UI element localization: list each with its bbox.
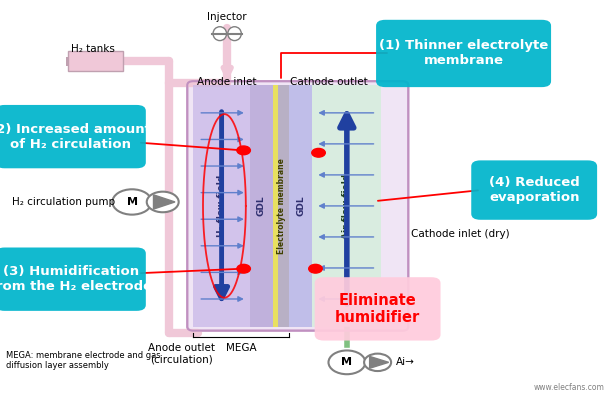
Polygon shape [370, 356, 389, 368]
FancyBboxPatch shape [0, 248, 146, 311]
Text: Anode inlet: Anode inlet [198, 77, 257, 87]
Text: Cathode outlet: Cathode outlet [290, 77, 367, 87]
Bar [289, 85, 313, 327]
Text: MEGA: MEGA [226, 343, 257, 352]
Circle shape [312, 148, 325, 157]
Text: Air flow field: Air flow field [343, 173, 351, 238]
Bar [66, 57, 69, 66]
Text: Eliminate
humidifier: Eliminate humidifier [335, 293, 420, 325]
Text: (4) Reduced
evaporation: (4) Reduced evaporation [489, 176, 580, 204]
Text: MEGA: membrane electrode and gas
diffusion layer assembly: MEGA: membrane electrode and gas diffusi… [6, 351, 161, 370]
Circle shape [237, 146, 251, 155]
Bar [278, 85, 289, 327]
Ellipse shape [213, 27, 227, 40]
FancyBboxPatch shape [376, 20, 551, 87]
Circle shape [328, 350, 365, 374]
Circle shape [364, 354, 391, 371]
Text: H₂ tanks: H₂ tanks [71, 44, 114, 55]
Text: GDL: GDL [257, 196, 266, 216]
Text: M: M [126, 197, 138, 207]
Circle shape [147, 192, 179, 212]
Polygon shape [154, 195, 175, 209]
Text: GDL: GDL [297, 196, 305, 216]
Text: (3) Humidification
from the H₂ electrode: (3) Humidification from the H₂ electrode [0, 265, 152, 293]
Circle shape [309, 265, 322, 273]
FancyBboxPatch shape [314, 277, 440, 341]
Text: Cathode inlet (dry): Cathode inlet (dry) [411, 228, 510, 239]
Text: Injector: Injector [208, 12, 247, 22]
Ellipse shape [228, 27, 241, 40]
Bar [68, 51, 123, 71]
Text: (2) Increased amount
of H₂ circulation: (2) Increased amount of H₂ circulation [0, 123, 151, 150]
FancyBboxPatch shape [472, 160, 597, 220]
Text: (1) Thinner electrolyte
membrane: (1) Thinner electrolyte membrane [379, 40, 548, 67]
FancyBboxPatch shape [187, 81, 408, 331]
Bar [273, 85, 289, 327]
FancyBboxPatch shape [0, 105, 146, 168]
Text: M: M [341, 357, 352, 367]
Bar [313, 85, 381, 327]
Circle shape [112, 189, 152, 215]
Text: Anode outlet
(circulation): Anode outlet (circulation) [147, 343, 215, 364]
Text: Ai→: Ai→ [396, 357, 415, 367]
Bar [250, 85, 273, 327]
Text: H₂ flow field: H₂ flow field [217, 175, 226, 237]
Bar [193, 85, 250, 327]
Circle shape [237, 265, 251, 273]
Text: Electrolyte membrane: Electrolyte membrane [276, 158, 286, 254]
Text: H₂ circulation pump: H₂ circulation pump [12, 197, 115, 207]
Text: www.elecfans.com: www.elecfans.com [534, 383, 605, 392]
